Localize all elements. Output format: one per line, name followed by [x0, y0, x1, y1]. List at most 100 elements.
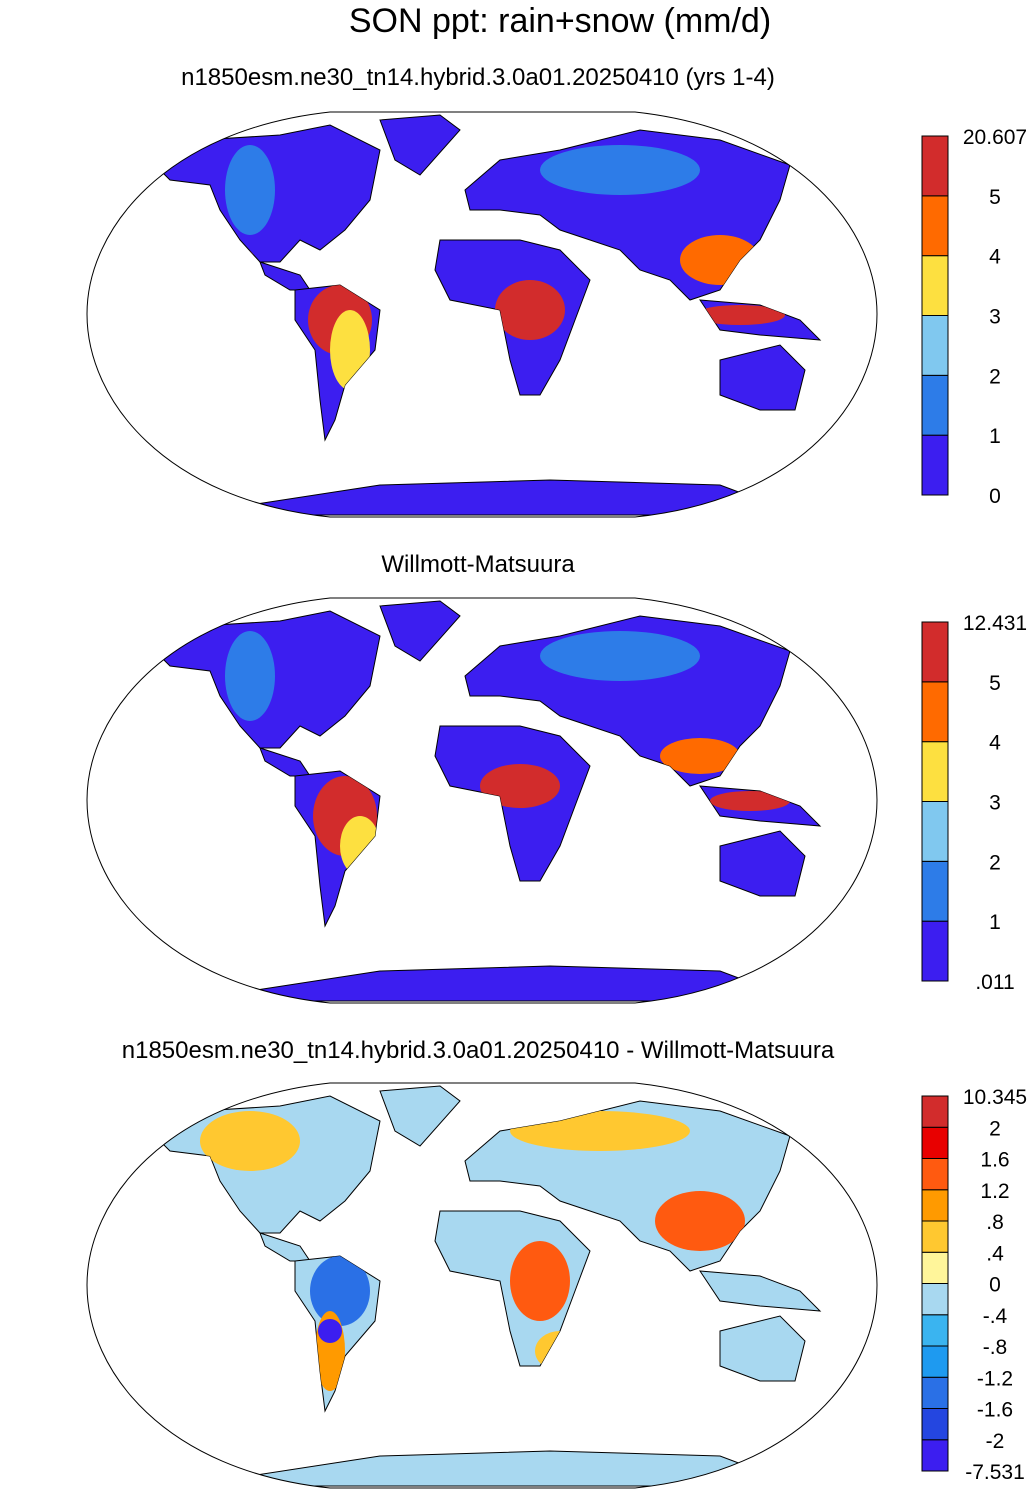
colorbar-box — [921, 741, 949, 803]
patches — [225, 631, 790, 876]
land — [699, 1270, 822, 1312]
field-patch — [510, 1241, 570, 1321]
colorbar-label: 10.345 — [963, 1086, 1027, 1109]
field-patch — [318, 1319, 342, 1343]
field-patch — [340, 816, 380, 876]
figure-title: SON ppt: rain+snow (mm/d) — [349, 2, 771, 40]
map — [86, 111, 878, 518]
field-patch — [540, 145, 700, 195]
colorbar-box — [921, 681, 949, 743]
colorbar-label: -7.531 — [965, 1461, 1025, 1484]
colorbar-box — [921, 315, 949, 376]
land — [248, 479, 762, 516]
colorbar-box — [921, 1158, 949, 1191]
colorbar-box — [921, 135, 949, 197]
land — [379, 1085, 461, 1147]
colorbar-box — [921, 434, 949, 496]
field-patch — [480, 764, 560, 808]
colorbar-box — [921, 1189, 949, 1222]
land — [719, 1315, 806, 1382]
field-patch — [225, 631, 275, 721]
colorbar-box — [921, 1283, 949, 1316]
field-patch — [225, 145, 275, 235]
field-patch — [710, 791, 790, 811]
map-land — [149, 1085, 822, 1487]
colorbar-label: .8 — [986, 1211, 1004, 1234]
field-patch — [510, 1111, 690, 1151]
colorbar-box — [921, 195, 949, 257]
map-outline — [86, 111, 878, 518]
colorbar-box — [921, 1439, 949, 1472]
colorbar-label: 4 — [989, 732, 1001, 755]
land — [248, 965, 762, 1002]
panel-title: n1850esm.ne30_tn14.hybrid.3.0a01.2025041… — [122, 1037, 835, 1064]
colorbar-label: 0 — [989, 485, 1001, 508]
land — [259, 747, 311, 777]
colorbar-label: 0 — [989, 1274, 1001, 1297]
land — [719, 830, 806, 897]
colorbar-label: -.8 — [983, 1336, 1008, 1359]
colorbar-box — [921, 1345, 949, 1378]
colorbar-box — [921, 374, 949, 436]
colorbar-label: 3 — [989, 792, 1001, 815]
field-patch — [660, 738, 740, 774]
colorbar-label: 2 — [989, 365, 1001, 388]
land — [248, 1450, 762, 1487]
colorbar-box — [921, 621, 949, 683]
field-patch — [495, 280, 565, 340]
map-land — [149, 114, 822, 516]
colorbar-label: 12.431 — [963, 612, 1027, 635]
field-patch — [200, 1111, 300, 1171]
colorbar-label: 4 — [989, 246, 1001, 269]
land — [719, 344, 806, 411]
colorbar-box — [921, 1408, 949, 1441]
colorbar-box — [921, 1376, 949, 1409]
colorbar-label: 3 — [989, 306, 1001, 329]
colorbar-label: -1.2 — [977, 1367, 1013, 1390]
colorbar-label: 5 — [989, 672, 1001, 695]
colorbar-label: .4 — [986, 1242, 1004, 1265]
colorbar-label: 2 — [989, 1117, 1001, 1140]
field-patch — [540, 631, 700, 681]
colorbar-label: 1 — [989, 911, 1001, 934]
colorbar-box — [921, 1095, 949, 1128]
colorbar-box — [921, 255, 949, 317]
patches — [200, 1111, 745, 1391]
colorbar-label: 20.607 — [963, 126, 1027, 149]
colorbar-label: 5 — [989, 186, 1001, 209]
field-patch — [695, 305, 785, 325]
colorbar-label: -2 — [986, 1430, 1005, 1453]
colorbar-label: 1 — [989, 425, 1001, 448]
colorbar-label: -1.6 — [977, 1399, 1013, 1422]
map — [86, 1082, 878, 1489]
land — [259, 261, 311, 291]
colorbar-box — [921, 1251, 949, 1284]
colorbar-label: .011 — [975, 971, 1014, 994]
colorbar-box — [921, 801, 949, 862]
colorbar-box — [921, 1220, 949, 1253]
panel-title: Willmott-Matsuura — [381, 551, 575, 578]
land — [379, 114, 461, 176]
colorbar-box — [921, 1126, 949, 1159]
land — [259, 1232, 311, 1262]
field-patch — [535, 1331, 585, 1371]
panel-title: n1850esm.ne30_tn14.hybrid.3.0a01.2025041… — [181, 64, 775, 91]
field-patch — [655, 1191, 745, 1251]
colorbar-box — [921, 920, 949, 982]
map-land — [149, 600, 822, 1002]
field-patch — [680, 235, 760, 285]
colorbar-label: -.4 — [983, 1305, 1008, 1328]
colorbar-box — [921, 860, 949, 922]
land — [379, 600, 461, 662]
colorbar-label: 1.2 — [980, 1180, 1009, 1203]
field-patch — [310, 1256, 370, 1326]
colorbar-box — [921, 1314, 949, 1347]
field-patch — [330, 310, 370, 390]
map-outline — [86, 597, 878, 1004]
colorbar-label: 2 — [989, 851, 1001, 874]
map-outline — [86, 1082, 878, 1489]
map — [86, 597, 878, 1004]
field-patch — [205, 245, 255, 275]
colorbar-label: 1.6 — [980, 1149, 1009, 1172]
